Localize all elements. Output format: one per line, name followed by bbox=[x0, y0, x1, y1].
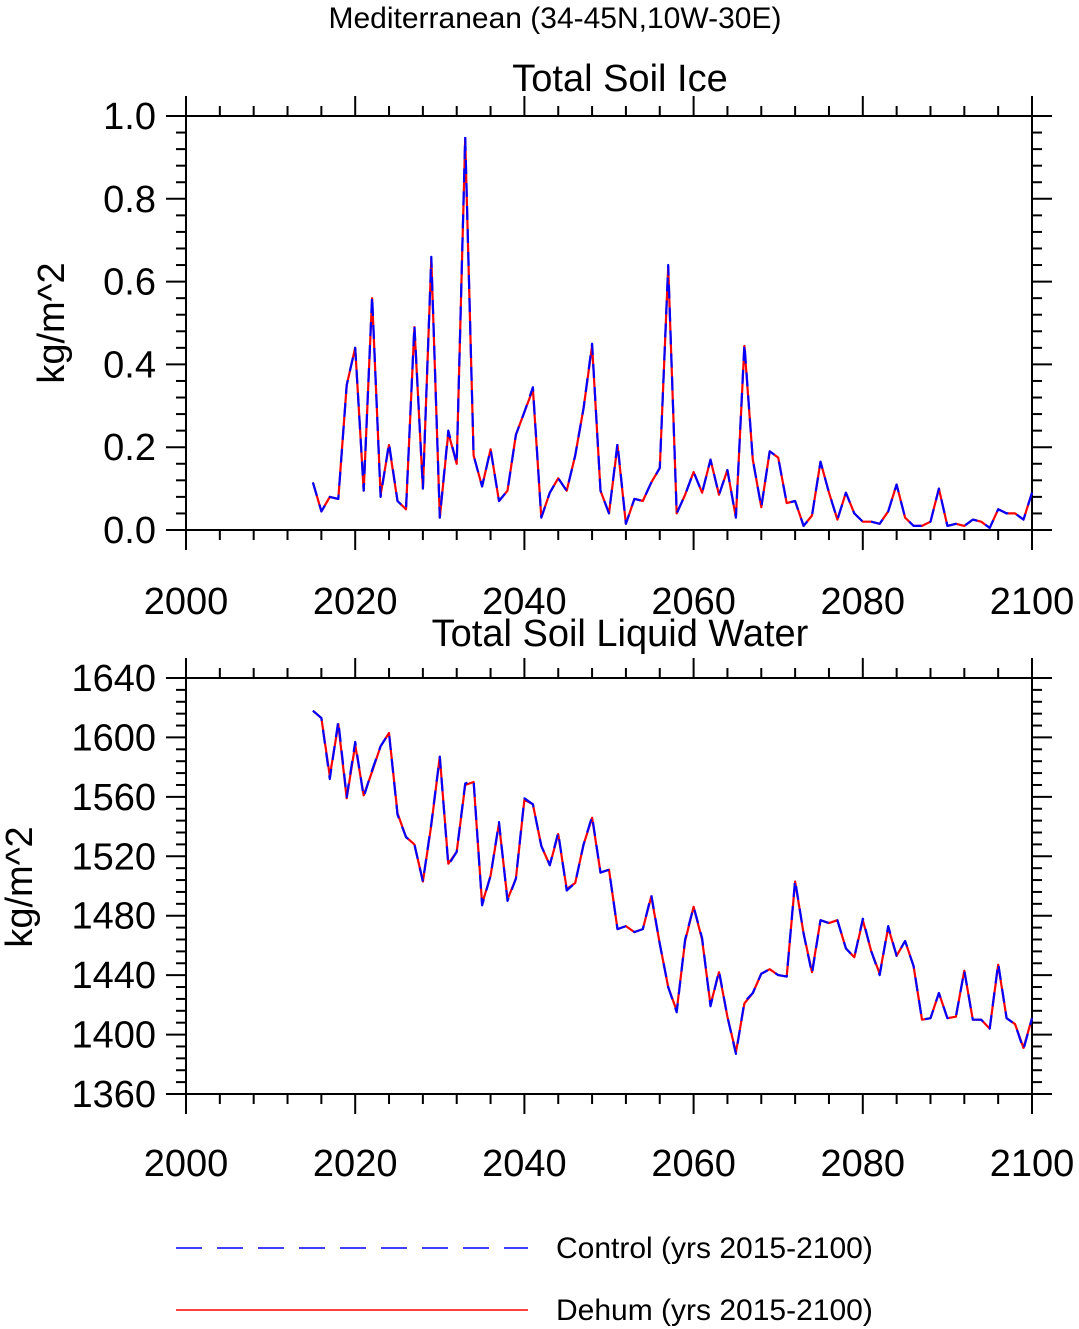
plot-frame-soil-ice bbox=[185, 115, 1033, 531]
y-tick-label-soil-ice: 1.0 bbox=[103, 96, 156, 138]
x-tick-label-soil-ice: 2100 bbox=[990, 581, 1075, 623]
y-tick-label-soil-ice: 0.6 bbox=[103, 262, 156, 304]
y-tick-label-soil-liquid-water: 1480 bbox=[71, 896, 156, 938]
x-tick-label-soil-ice: 2080 bbox=[821, 581, 906, 623]
y-tick-label-soil-ice: 0.4 bbox=[103, 344, 156, 386]
series-line-dehum-soil-ice bbox=[311, 137, 1034, 530]
series-line-control-soil-liquid-water bbox=[312, 709, 1034, 1056]
chart-title-soil-liquid-water: Total Soil Liquid Water bbox=[432, 613, 809, 655]
axis-ticks-soil-liquid-water: 2000 2020 2040 2060 2080 2100 1360 1400 1440 1480… bbox=[71, 658, 1074, 1185]
x-tick-label-soil-liquid-water: 2080 bbox=[821, 1143, 906, 1185]
series-group-soil-liquid-water bbox=[312, 709, 1034, 1056]
x-tick-label-soil-ice: 2060 bbox=[651, 581, 736, 623]
y-tick-label-soil-liquid-water: 1360 bbox=[71, 1074, 156, 1116]
y-tick-label-soil-liquid-water: 1520 bbox=[71, 836, 156, 878]
plot-frame-soil-liquid-water bbox=[185, 677, 1033, 1095]
x-tick-label-soil-liquid-water: 2020 bbox=[313, 1143, 398, 1185]
x-tick-label-soil-ice: 2000 bbox=[144, 581, 229, 623]
y-axis-label-soil-ice: kg/m^2 bbox=[31, 262, 73, 383]
x-tick-label-soil-liquid-water: 2040 bbox=[482, 1143, 567, 1185]
figure-main-title: Mediterranean (34-45N,10W-30E) bbox=[328, 2, 781, 35]
y-tick-label-soil-liquid-water: 1600 bbox=[71, 717, 156, 759]
y-tick-label-soil-ice: 0.0 bbox=[103, 510, 156, 552]
y-tick-label-soil-liquid-water: 1400 bbox=[71, 1015, 156, 1057]
series-line-control-soil-ice bbox=[311, 135, 1034, 530]
legend: Control (yrs 2015-2100) Dehum (yrs 2015-… bbox=[176, 1232, 873, 1327]
axis-ticks-soil-ice: 2000 2020 2040 2060 2080 2100 0.0 0.2 0.4 0.6 0.8 1… bbox=[103, 96, 1074, 623]
x-tick-label-soil-liquid-water: 2100 bbox=[990, 1143, 1075, 1185]
x-tick-label-soil-ice: 2040 bbox=[482, 581, 567, 623]
x-tick-label-soil-liquid-water: 2060 bbox=[651, 1143, 736, 1185]
legend-label-control: Control (yrs 2015-2100) bbox=[556, 1232, 873, 1265]
y-tick-label-soil-liquid-water: 1560 bbox=[71, 777, 156, 819]
series-group-soil-ice bbox=[311, 135, 1034, 530]
legend-label-dehum: Dehum (yrs 2015-2100) bbox=[556, 1294, 873, 1327]
y-tick-label-soil-ice: 0.8 bbox=[103, 179, 156, 221]
chart-title-soil-ice: Total Soil Ice bbox=[512, 58, 727, 100]
y-tick-label-soil-liquid-water: 1440 bbox=[71, 955, 156, 997]
x-tick-label-soil-liquid-water: 2000 bbox=[144, 1143, 229, 1185]
series-line-dehum-soil-liquid-water bbox=[312, 709, 1034, 1054]
y-axis-label-soil-liquid-water: kg/m^2 bbox=[0, 826, 41, 947]
y-tick-label-soil-ice: 0.2 bbox=[103, 427, 156, 469]
y-tick-label-soil-liquid-water: 1640 bbox=[71, 658, 156, 700]
chart-panel-soil-ice: Total Soil Ice kg/m^2 2000 2020 2040 2060 20… bbox=[31, 58, 1074, 623]
chart-panel-soil-liquid-water: Total Soil Liquid Water kg/m^2 2000 2020 2… bbox=[0, 613, 1074, 1185]
x-tick-label-soil-ice: 2020 bbox=[313, 581, 398, 623]
